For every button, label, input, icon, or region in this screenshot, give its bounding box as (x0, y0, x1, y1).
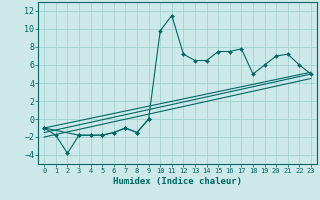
X-axis label: Humidex (Indice chaleur): Humidex (Indice chaleur) (113, 177, 242, 186)
